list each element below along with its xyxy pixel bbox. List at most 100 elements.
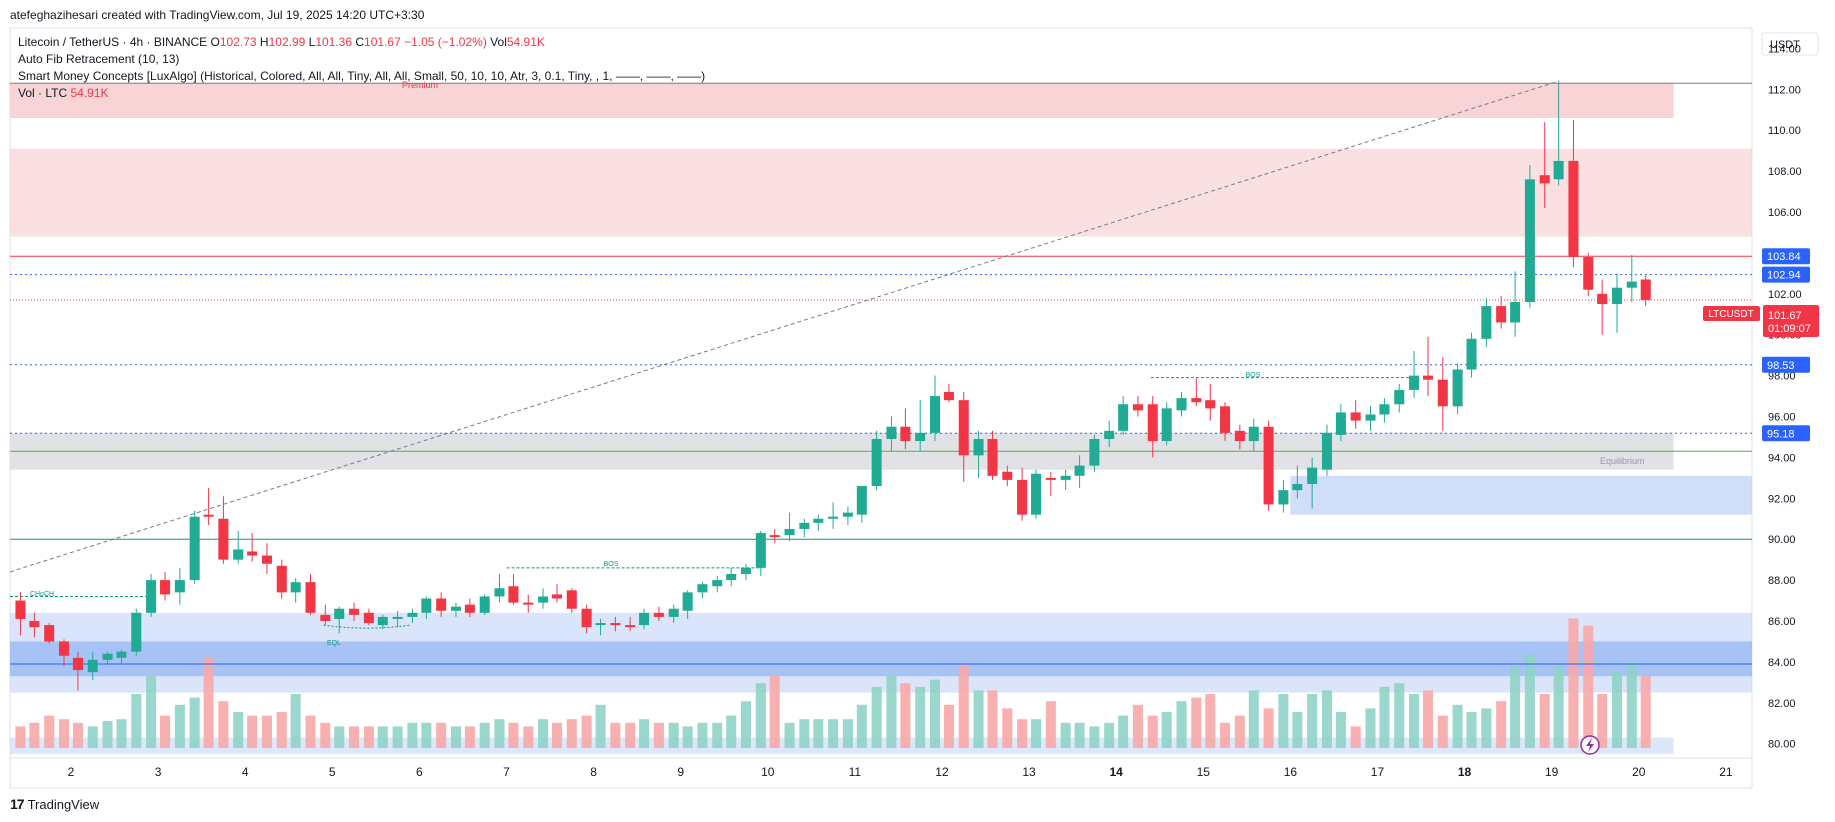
- volume-bar: [203, 658, 214, 748]
- volume-bar: [1568, 618, 1579, 748]
- volume-bar: [1409, 694, 1420, 748]
- flash-icon[interactable]: [1580, 735, 1600, 755]
- volume-bar: [987, 690, 998, 748]
- time-axis-label: 6: [416, 765, 423, 779]
- ohlc-low-value: 101.36: [315, 35, 353, 49]
- price-tick-label: 80.00: [1768, 739, 1796, 751]
- volume-bar: [1161, 712, 1172, 748]
- candle-body: [784, 528, 795, 536]
- volume-bar: [1510, 665, 1521, 748]
- indicator-fib[interactable]: Auto Fib Retracement (10, 13): [18, 52, 180, 66]
- volume-bar: [189, 697, 200, 748]
- ohlc-low-label: L: [308, 35, 316, 49]
- tradingview-branding: 17 TradingView: [10, 796, 99, 812]
- time-axis-label: 20: [1632, 765, 1646, 779]
- indicator-volume[interactable]: Vol · LTC 54.91K: [18, 85, 705, 102]
- volume-bar: [116, 719, 127, 748]
- volume-bar: [871, 686, 882, 748]
- volume-bar: [1307, 694, 1318, 748]
- created-by-text: atefeghazihesari created with TradingVie…: [10, 8, 425, 22]
- candle-body: [1074, 465, 1085, 476]
- bos-label: BOS: [604, 561, 619, 568]
- candle-body: [58, 641, 70, 656]
- candle-body: [1132, 404, 1143, 411]
- volume-bar: [1263, 708, 1274, 748]
- candle-body: [697, 584, 708, 593]
- candle-body: [1263, 426, 1274, 505]
- volume-bar: [1002, 708, 1013, 748]
- premium-zone: [10, 83, 1674, 118]
- symbol-title[interactable]: Litecoin / TetherUS · 4h · BINANCE: [18, 35, 208, 49]
- price-tick-label: 88.00: [1768, 575, 1796, 587]
- volume-bar: [1394, 683, 1405, 748]
- price-badge-bg: [1762, 248, 1810, 265]
- volume-bar: [784, 722, 795, 748]
- candle-body: [146, 580, 157, 613]
- candle-body: [87, 659, 98, 673]
- volume-bar: [1220, 722, 1231, 748]
- volume-bar: [1132, 704, 1143, 748]
- candle-body: [233, 549, 244, 560]
- time-axis-labels[interactable]: 2 3 4 5 6 7 8 9 10 11 12 13 14 15 16 17 18 19 20 21: [68, 765, 1733, 779]
- volume-bar: [712, 722, 723, 748]
- price-badge-label: 95.18: [1767, 428, 1795, 440]
- candle-body: [1060, 475, 1071, 480]
- volume-bar: [334, 726, 345, 748]
- candle-body: [668, 608, 679, 617]
- volume-bar: [1089, 726, 1100, 748]
- candle-body: [625, 625, 636, 628]
- candle-body: [508, 586, 519, 603]
- ohlc-close-value: 101.67: [364, 35, 401, 49]
- candle-body: [116, 651, 127, 658]
- volume-bar: [247, 715, 258, 748]
- candle-body: [407, 612, 418, 617]
- candle-body: [1553, 160, 1564, 180]
- time-axis-label: 17: [1371, 765, 1385, 779]
- volume-bar: [1045, 701, 1056, 748]
- volume-bar: [842, 719, 853, 748]
- volume-value: 54.91K: [506, 35, 545, 49]
- candle-body: [886, 426, 897, 440]
- volume-bar: [349, 726, 360, 748]
- indicator-volume-label: Vol · LTC: [18, 86, 68, 100]
- currency-box: [1761, 32, 1819, 56]
- volume-bar: [392, 726, 403, 748]
- candle-body: [131, 612, 142, 652]
- candle-body: [392, 616, 403, 619]
- candle-body: [363, 612, 374, 624]
- time-axis-label: 13: [1022, 765, 1036, 779]
- candle-body: [1437, 379, 1448, 407]
- volume-bar: [1466, 712, 1477, 748]
- price-axis-ticks[interactable]: 114.00112.00110.00108.00106.00104.00102.…: [1768, 43, 1802, 750]
- volume-bar: [1031, 719, 1042, 748]
- candle-body: [1597, 293, 1608, 305]
- fib-and-structure-lines: [9, 80, 1559, 629]
- candle-body: [1568, 160, 1579, 258]
- price-tick-label: 108.00: [1768, 166, 1802, 178]
- eql-line: [323, 624, 411, 629]
- volume-bar: [929, 679, 941, 748]
- price-tick-label: 112.00: [1768, 84, 1801, 96]
- candle-body: [1191, 398, 1202, 403]
- candle-body: [1278, 490, 1289, 505]
- chart-header: atefeghazihesari created with TradingVie…: [10, 8, 424, 22]
- currency-label[interactable]: USDT: [1770, 39, 1800, 51]
- time-axis-label: 5: [329, 765, 336, 779]
- candle-body: [1234, 430, 1245, 442]
- volume-bar: [72, 722, 83, 748]
- volume-bar: [1248, 690, 1259, 748]
- time-axis-label: 2: [68, 765, 75, 779]
- volume-bar: [1365, 708, 1376, 748]
- volume-bar: [1422, 690, 1434, 748]
- supply-zone: [10, 148, 1752, 237]
- candle-body: [799, 522, 810, 529]
- candle-body: [943, 391, 954, 401]
- candle-body: [261, 555, 272, 564]
- volume-bar: [1278, 694, 1289, 748]
- price-tick-label: 96.00: [1768, 412, 1796, 424]
- volume-bar: [1539, 694, 1550, 748]
- volume-bar: [943, 704, 954, 748]
- volume-bar: [29, 722, 40, 748]
- indicator-smc[interactable]: Smart Money Concepts [LuxAlgo] (Historic…: [18, 69, 706, 83]
